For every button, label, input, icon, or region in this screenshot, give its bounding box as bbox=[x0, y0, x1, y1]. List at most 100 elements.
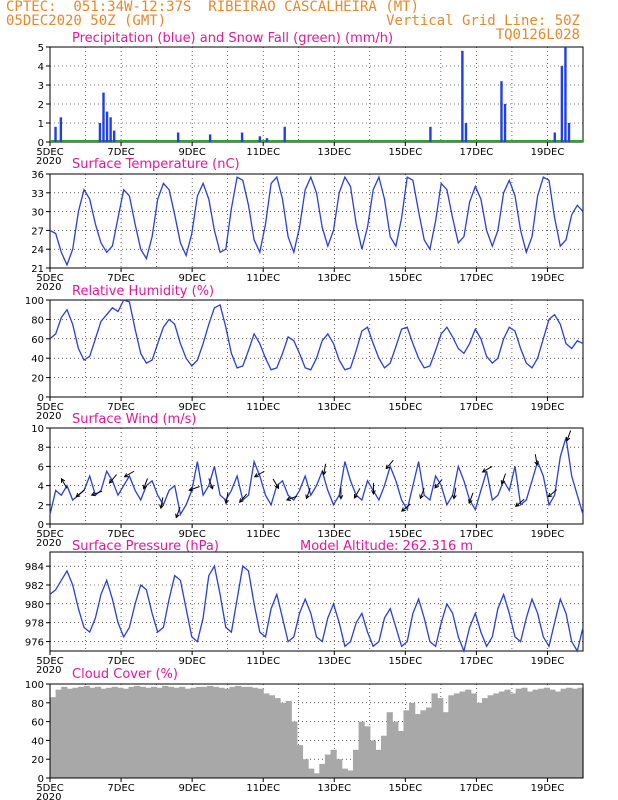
y-tick-label: 984 bbox=[25, 562, 44, 573]
cloud-bar bbox=[302, 759, 309, 778]
precip-bar bbox=[464, 123, 468, 142]
cloud-bar bbox=[498, 691, 506, 778]
cloud-bar bbox=[442, 712, 449, 778]
cloud-bar bbox=[364, 726, 371, 778]
cloud-bar bbox=[156, 687, 163, 778]
x-tick-label: 9DEC bbox=[178, 783, 205, 794]
y-tick-label: 20 bbox=[31, 755, 44, 766]
wind-arrow bbox=[534, 454, 538, 466]
cloud-bar bbox=[465, 689, 472, 778]
precip-bar bbox=[258, 136, 262, 142]
precip-bar bbox=[265, 138, 269, 142]
wind-arrow bbox=[401, 503, 411, 512]
wind-arrow bbox=[468, 492, 474, 504]
x-tick-label: 11DEC bbox=[246, 402, 280, 413]
cloud-bar bbox=[212, 686, 219, 778]
x-tick-label: 7DEC bbox=[107, 529, 134, 540]
cloud-bar bbox=[285, 700, 292, 778]
wind-arrow bbox=[208, 478, 214, 489]
y-tick-label: 60 bbox=[31, 718, 44, 729]
x-tick-label: 19DEC bbox=[531, 273, 565, 284]
y-tick-label: 2 bbox=[38, 100, 44, 111]
cloud-bar bbox=[50, 697, 57, 778]
cloud-bar bbox=[61, 686, 68, 778]
cloud-bar bbox=[274, 698, 281, 778]
wind-arrow-head bbox=[401, 507, 406, 512]
wind-arrow bbox=[501, 473, 507, 485]
cloud-bar bbox=[420, 710, 427, 778]
cloud-bar bbox=[482, 698, 489, 778]
x-tick-label: 7DEC bbox=[107, 147, 134, 158]
series-line bbox=[49, 437, 584, 517]
x-tick-label: 15DEC bbox=[388, 529, 422, 540]
cloud-bar bbox=[150, 686, 158, 778]
wind-arrow-head bbox=[123, 473, 129, 478]
x-year-label: 2020 bbox=[36, 156, 61, 167]
precip-bar bbox=[461, 50, 464, 142]
cloud-bar bbox=[184, 688, 191, 778]
x-tick-label: 13DEC bbox=[317, 402, 351, 413]
y-tick-label: 0 bbox=[38, 774, 44, 785]
cloud-bar bbox=[72, 687, 79, 778]
y-tick-label: 40 bbox=[31, 354, 44, 365]
cloud-bar bbox=[336, 759, 343, 778]
y-tick-label: 27 bbox=[31, 226, 44, 237]
precip-bar bbox=[283, 126, 286, 142]
cloud-bar bbox=[510, 693, 517, 778]
y-tick-label: 4 bbox=[38, 62, 44, 73]
cloud-bar bbox=[538, 688, 545, 778]
precip-bar bbox=[54, 126, 57, 142]
x-tick-label: 11DEC bbox=[246, 147, 280, 158]
wind-arrow bbox=[160, 497, 164, 509]
cloud-bar bbox=[89, 687, 96, 778]
x-tick-label: 9DEC bbox=[178, 147, 205, 158]
wind-arrow-head bbox=[371, 490, 376, 495]
wind-arrow-head bbox=[547, 492, 553, 498]
wind-arrow-head bbox=[353, 493, 359, 499]
cloud-bar bbox=[341, 768, 348, 778]
wind-arrow-head bbox=[239, 498, 244, 504]
x-tick-label: 13DEC bbox=[317, 656, 351, 667]
cloud-bar bbox=[515, 688, 522, 778]
x-tick-label: 7DEC bbox=[107, 273, 134, 284]
x-tick-label: 7DEC bbox=[107, 783, 134, 794]
cloud-bar bbox=[167, 686, 175, 778]
cloud-bar bbox=[179, 686, 186, 778]
wind-arrow bbox=[434, 479, 443, 489]
panel-title: Surface Pressure (hPa) bbox=[72, 539, 219, 554]
cloud-bar bbox=[94, 686, 102, 778]
wind-arrow-head bbox=[75, 492, 81, 498]
panel-frame bbox=[49, 683, 584, 779]
cloud-bar bbox=[470, 693, 477, 778]
cloud-bar bbox=[431, 693, 438, 778]
x-tick-label: 17DEC bbox=[460, 529, 494, 540]
precip-bar bbox=[112, 130, 116, 142]
wind-arrow-head bbox=[188, 486, 194, 492]
cloud-bar bbox=[268, 695, 276, 778]
y-tick-label: 978 bbox=[25, 619, 44, 630]
wind-arrow-head bbox=[60, 477, 66, 483]
panel-frame bbox=[49, 46, 584, 143]
wind-arrow bbox=[91, 490, 103, 496]
x-tick-label: 7DEC bbox=[107, 656, 134, 667]
cloud-bar bbox=[117, 687, 124, 778]
precip-bar bbox=[102, 92, 105, 142]
wind-arrow bbox=[419, 487, 425, 499]
x-tick-label: 15DEC bbox=[388, 147, 422, 158]
cloud-bar bbox=[134, 685, 141, 778]
x-tick-label: 13DEC bbox=[317, 783, 351, 794]
wind-arrow bbox=[323, 463, 327, 475]
wind-arrow bbox=[547, 489, 558, 498]
wind-arrow bbox=[515, 498, 525, 507]
cloud-bar bbox=[476, 702, 483, 778]
y-tick-label: 3 bbox=[38, 81, 44, 92]
cloud-bar bbox=[235, 685, 242, 778]
station-title: CPTEC: 051:34W-12:37S RIBEIRAO CASCALHEI… bbox=[6, 0, 420, 15]
x-tick-label: 13DEC bbox=[317, 273, 351, 284]
y-tick-label: 5 bbox=[38, 43, 44, 54]
x-tick-label: 9DEC bbox=[178, 656, 205, 667]
x-tick-label: 15DEC bbox=[388, 783, 422, 794]
y-tick-label: 0 bbox=[38, 520, 44, 531]
cloud-bar bbox=[386, 712, 393, 778]
x-tick-label: 13DEC bbox=[317, 147, 351, 158]
